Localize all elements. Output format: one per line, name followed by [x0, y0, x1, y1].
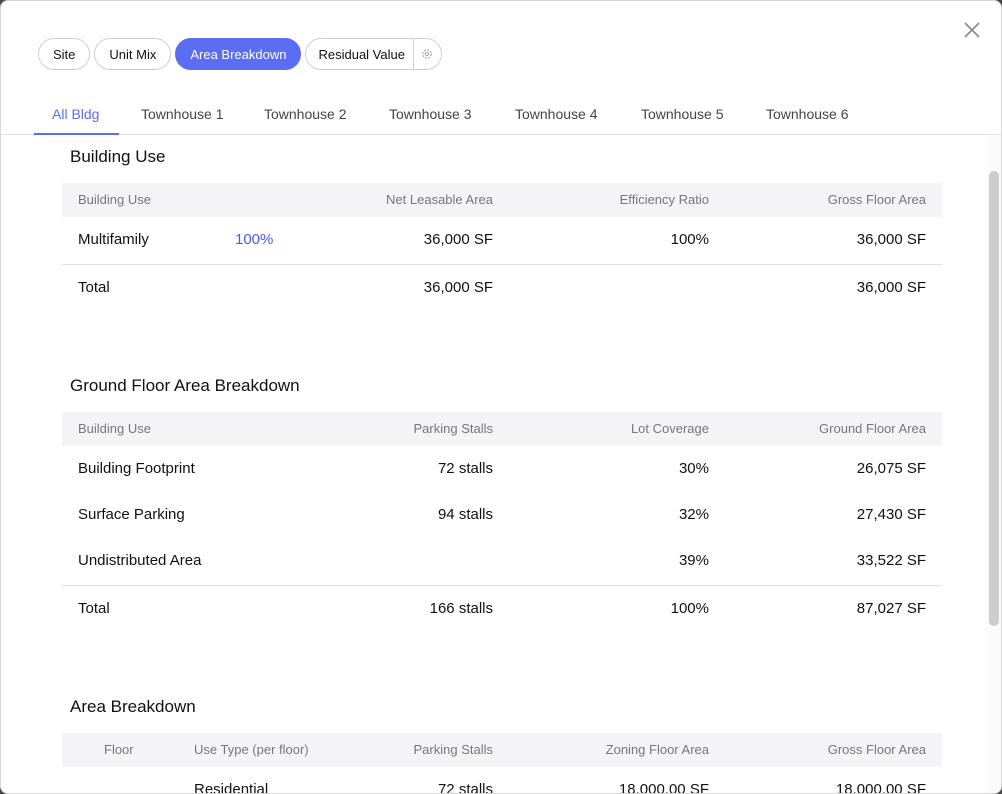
tab-townhouse-5[interactable]: Townhouse 5	[641, 105, 724, 122]
row-coverage: 30%	[678, 460, 709, 477]
section-title-area-breakdown: Area Breakdown	[70, 697, 196, 716]
col-use-type: Use Type (per floor)	[194, 742, 309, 757]
tab-townhouse-1[interactable]: Townhouse 1	[141, 105, 224, 122]
section-title-building-use: Building Use	[70, 147, 166, 166]
total-stalls: 166 stalls	[429, 600, 493, 617]
table-row: Multifamily 100% 36,000 SF 100% 36,000 S…	[62, 217, 942, 264]
row-nla: 36,000 SF	[423, 231, 493, 248]
pill-site[interactable]: Site	[38, 38, 91, 70]
pill-area-breakdown[interactable]: Area Breakdown	[175, 38, 302, 70]
table-row: Residential 72 stalls 18,000.00 SF 18,00…	[62, 767, 942, 794]
row-area: 33,522 SF	[856, 552, 926, 569]
row-area: 27,430 SF	[856, 506, 926, 523]
building-use-header: Building Use Net Leasable Area Efficienc…	[62, 183, 942, 217]
col-parking-stalls: Parking Stalls	[413, 421, 493, 436]
col-floor: Floor	[104, 742, 134, 757]
total-area: 87,027 SF	[856, 600, 926, 617]
row-coverage: 39%	[678, 552, 709, 569]
col-gross-floor-area: Gross Floor Area	[827, 742, 926, 757]
row-use-type: Residential	[194, 781, 269, 794]
col-lot-coverage: Lot Coverage	[630, 421, 709, 436]
total-coverage: 100%	[670, 600, 709, 617]
row-area: 26,075 SF	[856, 460, 926, 477]
total-nla: 36,000 SF	[423, 279, 493, 296]
table-row: Building Footprint 72 stalls 30% 26,075 …	[62, 446, 942, 492]
total-row: Total 36,000 SF 36,000 SF	[62, 264, 942, 310]
row-stalls: 72 stalls	[437, 460, 493, 477]
row-efficiency: 100%	[670, 231, 709, 248]
pill-unit-mix[interactable]: Unit Mix	[94, 38, 172, 70]
tab-townhouse-3[interactable]: Townhouse 3	[389, 105, 472, 122]
row-use: Multifamily	[78, 231, 149, 248]
section-title-ground-floor: Ground Floor Area Breakdown	[70, 376, 300, 395]
scrollbar-thumb[interactable]	[989, 171, 999, 626]
view-switcher: Site Unit Mix Area Breakdown Residual Va…	[38, 38, 442, 70]
pill-residual-value[interactable]: Residual Value	[305, 38, 442, 70]
row-gfa: 36,000 SF	[856, 231, 926, 248]
total-row: Total 166 stalls 100% 87,027 SF	[62, 585, 942, 631]
total-gfa: 36,000 SF	[856, 279, 926, 296]
row-use: Surface Parking	[78, 506, 185, 523]
area-breakdown-header: Floor Use Type (per floor) Parking Stall…	[62, 733, 942, 767]
tab-townhouse-6[interactable]: Townhouse 6	[766, 105, 849, 122]
col-net-leasable-area: Net Leasable Area	[386, 192, 493, 207]
col-parking-stalls: Parking Stalls	[413, 742, 493, 757]
tab-townhouse-2[interactable]: Townhouse 2	[264, 105, 347, 122]
ground-floor-header: Building Use Parking Stalls Lot Coverage…	[62, 412, 942, 446]
content-area: Building Use Building Use Net Leasable A…	[1, 135, 987, 794]
row-stalls: 94 stalls	[437, 506, 493, 523]
tab-all-bldg[interactable]: All Bldg	[33, 93, 121, 135]
residual-value-label[interactable]: Residual Value	[318, 46, 405, 62]
row-zfa: 18,000.00 SF	[618, 781, 709, 794]
tab-townhouse-4[interactable]: Townhouse 4	[515, 105, 598, 122]
col-efficiency-ratio: Efficiency Ratio	[619, 192, 709, 207]
col-building-use: Building Use	[78, 421, 151, 436]
total-label: Total	[78, 279, 110, 296]
row-use: Building Footprint	[78, 460, 195, 477]
close-icon[interactable]	[961, 19, 983, 41]
col-zoning-floor-area: Zoning Floor Area	[605, 742, 709, 757]
use-share-link[interactable]: 100%	[235, 231, 274, 248]
col-ground-floor-area: Ground Floor Area	[819, 421, 926, 436]
row-gfa: 18,000.00 SF	[835, 781, 926, 794]
building-tabs: All Bldg Townhouse 1 Townhouse 2 Townhou…	[1, 93, 1001, 135]
row-stalls: 72 stalls	[437, 781, 493, 794]
row-coverage: 32%	[678, 506, 709, 523]
col-gross-floor-area: Gross Floor Area	[827, 192, 926, 207]
total-label: Total	[78, 600, 110, 617]
col-building-use: Building Use	[78, 192, 151, 207]
table-row: Undistributed Area 39% 33,522 SF	[62, 538, 942, 585]
row-use: Undistributed Area	[78, 552, 202, 569]
table-row: Surface Parking 94 stalls 32% 27,430 SF	[62, 492, 942, 538]
gear-icon[interactable]	[412, 39, 441, 69]
